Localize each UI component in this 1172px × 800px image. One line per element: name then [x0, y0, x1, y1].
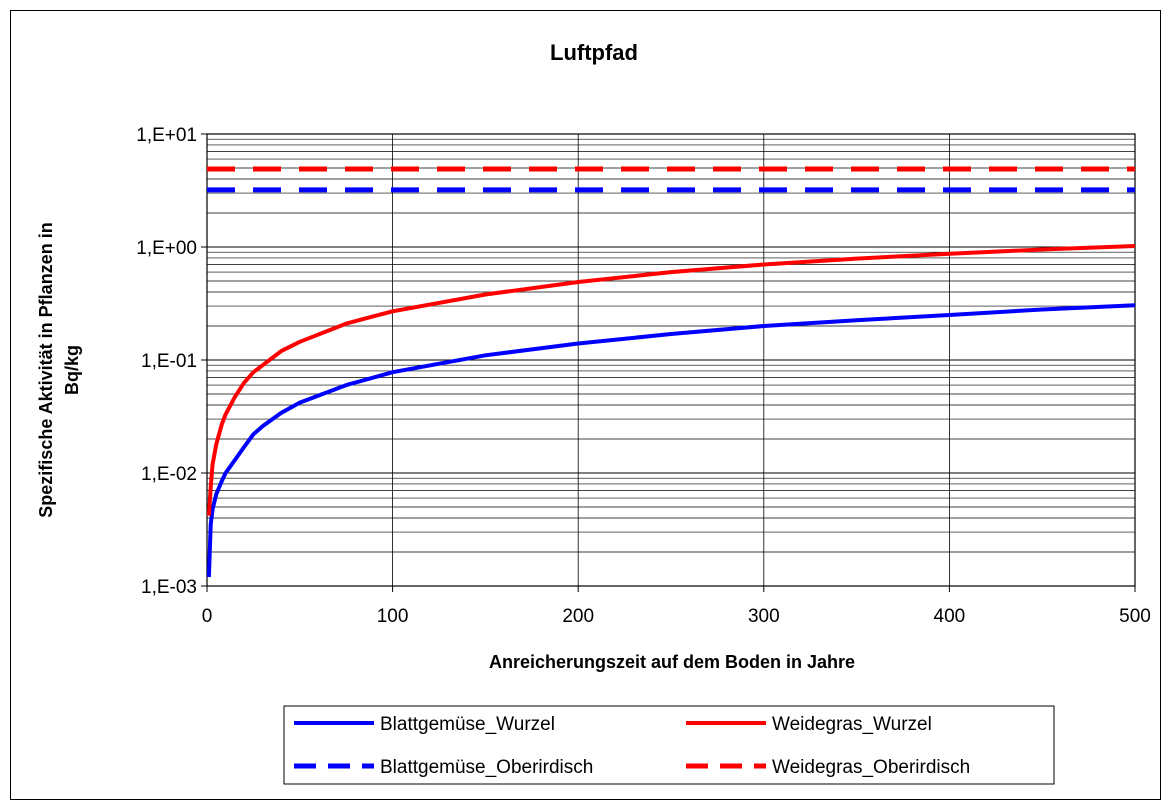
y-tick-label: 1,E+01 — [136, 125, 197, 146]
series-line-weidegras-wurzel — [206, 244, 1136, 516]
chart-title: Luftpfad — [550, 40, 638, 65]
grid — [206, 134, 1136, 587]
x-tick-label: 500 — [1119, 606, 1151, 627]
x-axis-label: Anreicherungszeit auf dem Boden in Jahre — [489, 652, 855, 672]
y-tick-label: 1,E-02 — [141, 464, 197, 485]
y-tick-label: 1,E-01 — [141, 351, 197, 372]
x-tick-label: 400 — [934, 606, 966, 627]
tick-labels: 0 100 200 300 400 500 1,E-03 1,E-02 1,E-01 1,E+00… — [136, 125, 1151, 627]
legend-label-blattgemuese-oberirdisch: Blattgemüse_Oberirdisch — [380, 757, 593, 778]
x-tick-label: 100 — [377, 606, 409, 627]
legend: Blattgemüse_Wurzel Weidegras_Wurzel Blat… — [283, 705, 1055, 785]
y-axis-label-line1: Spezifische Aktivität in Pflanzen in — [36, 222, 56, 517]
x-tick-label: 200 — [562, 606, 594, 627]
y-tick-label: 1,E-03 — [141, 577, 197, 598]
y-axis-label-line2: Bq/kg — [62, 345, 82, 395]
series-group — [206, 166, 1136, 578]
y-tick-label: 1,E+00 — [136, 238, 197, 259]
legend-label-weidegras-wurzel: Weidegras_Wurzel — [772, 714, 932, 735]
series-line-blattgemuese-wurzel — [206, 303, 1136, 578]
legend-label-weidegras-oberirdisch: Weidegras_Oberirdisch — [772, 757, 970, 778]
x-tick-label: 300 — [748, 606, 780, 627]
x-tick-label: 0 — [202, 606, 213, 627]
legend-label-blattgemuese-wurzel: Blattgemüse_Wurzel — [380, 714, 555, 735]
